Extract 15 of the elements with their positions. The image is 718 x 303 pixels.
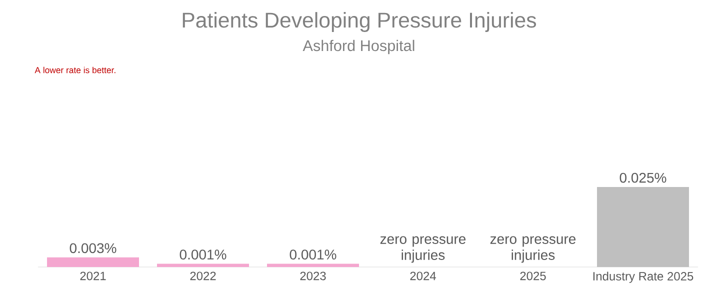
chart-subtitle: Ashford Hospital: [302, 40, 414, 54]
x-tick-label: 2023: [300, 272, 326, 280]
text: A lower rate is better.: [34, 66, 116, 74]
chart-title: Patients Developing Pressure Injuries: [182, 12, 536, 32]
data-label: zero pressure injuries: [380, 236, 466, 263]
data-label: 0.025%: [620, 172, 666, 183]
x-tick-label: 2021: [80, 272, 106, 280]
data-label: zero pressure injuries: [490, 236, 576, 263]
data-label: 0.001%: [180, 250, 226, 260]
x-tick-label: 2022: [190, 272, 216, 280]
x-tick-label: 2025: [520, 272, 546, 280]
x-tick-label: 2024: [410, 272, 436, 280]
x-tick-label: Industry Rate 2025: [593, 272, 694, 283]
data-label: 0.003%: [70, 243, 116, 254]
data-label: 0.001%: [290, 250, 336, 260]
